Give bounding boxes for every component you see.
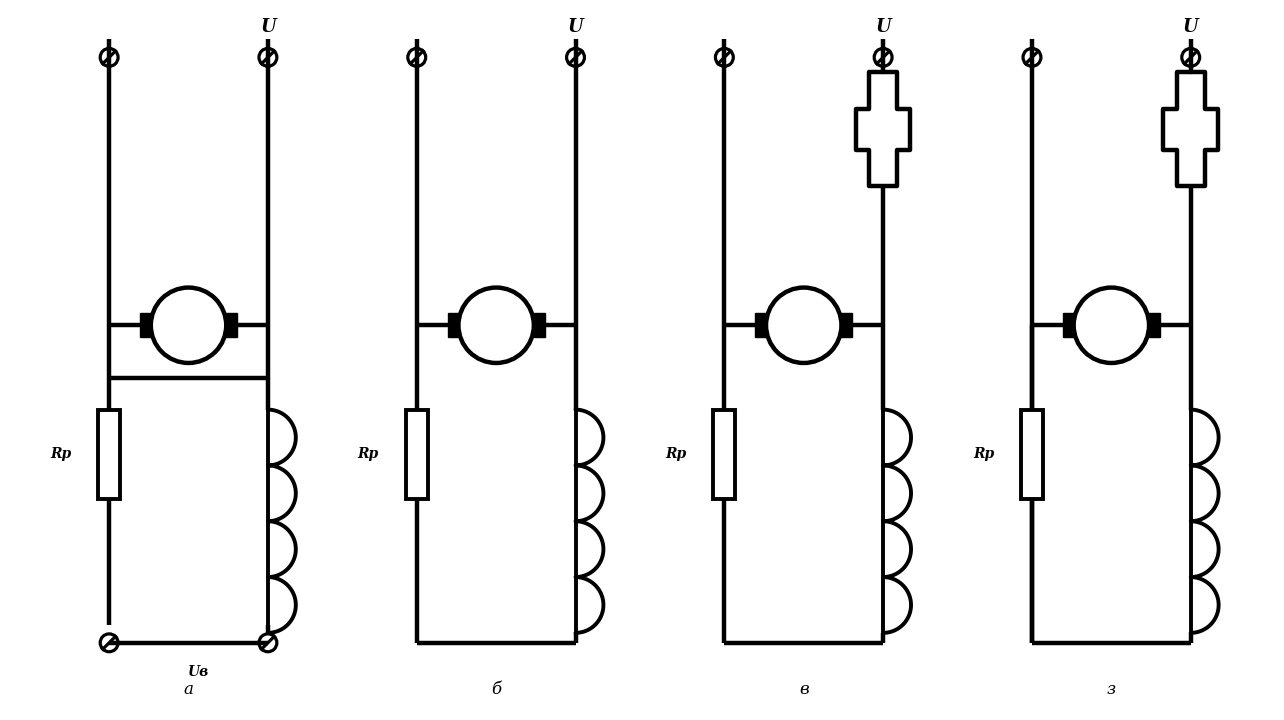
- Bar: [714, 410, 736, 499]
- Bar: [140, 313, 150, 337]
- Text: а: а: [184, 680, 194, 698]
- Text: б: б: [490, 680, 501, 698]
- Bar: [1149, 313, 1159, 337]
- Text: Uв: Uв: [187, 665, 209, 679]
- Bar: [841, 313, 853, 337]
- Bar: [1021, 410, 1043, 499]
- Text: U: U: [1183, 17, 1198, 35]
- Text: U: U: [261, 17, 276, 35]
- Text: з: з: [1107, 680, 1116, 698]
- Bar: [755, 313, 767, 337]
- Bar: [448, 313, 458, 337]
- Bar: [226, 313, 238, 337]
- Text: Rp: Rp: [973, 447, 994, 462]
- Text: Rp: Rp: [665, 447, 687, 462]
- Text: Rp: Rp: [50, 447, 72, 462]
- Text: U: U: [876, 17, 891, 35]
- Bar: [1063, 313, 1073, 337]
- Text: в: в: [799, 680, 809, 698]
- Text: U: U: [568, 17, 583, 35]
- Bar: [99, 410, 121, 499]
- Text: Rp: Rp: [358, 447, 379, 462]
- Bar: [534, 313, 544, 337]
- Bar: [406, 410, 428, 499]
